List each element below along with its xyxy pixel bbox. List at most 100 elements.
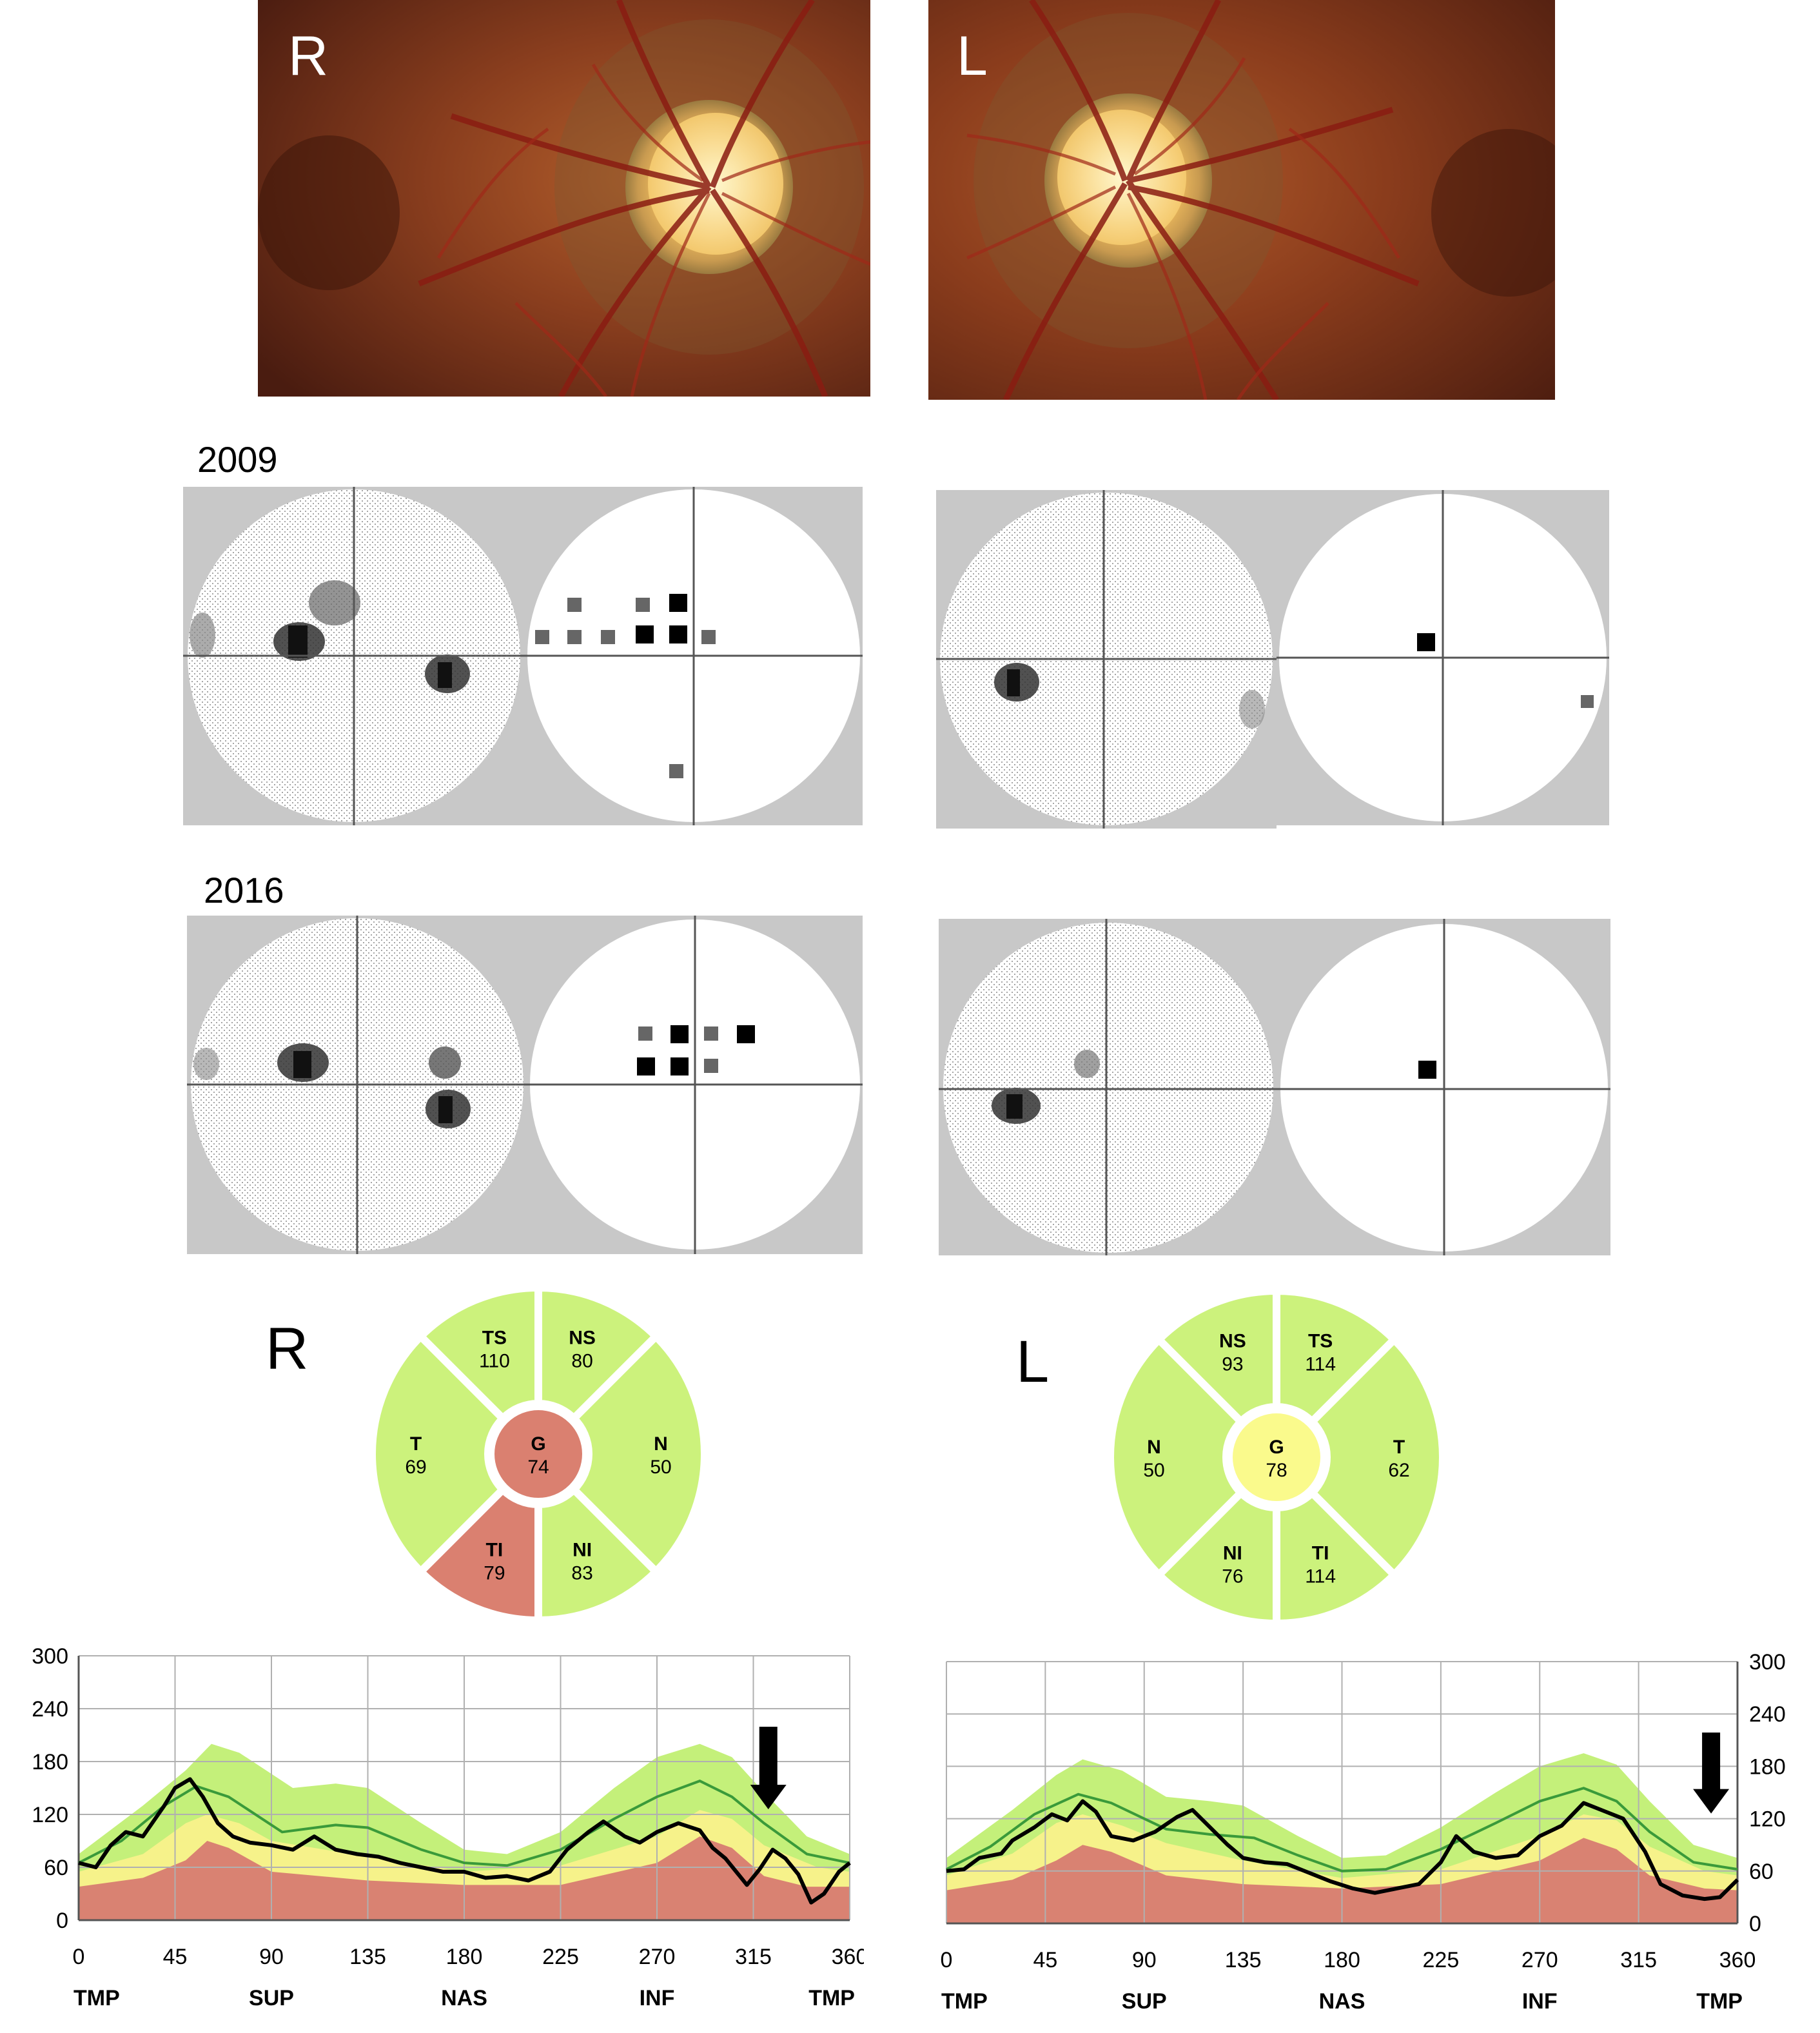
- rnfl-measurement-line: [946, 1799, 1739, 1901]
- vf-2009-right-pattern-deviation: [525, 487, 863, 825]
- sector-value-label: 69: [405, 1457, 426, 1478]
- y-tick-label: 180: [1749, 1754, 1786, 1779]
- sector-value-label: 80: [571, 1351, 592, 1372]
- x-tick-label: 315: [1620, 1948, 1657, 1972]
- x-tick-label: 135: [349, 1945, 386, 1969]
- sector-code-label: NS: [569, 1328, 596, 1349]
- vf-2016-right-pattern-deviation: [527, 916, 863, 1254]
- region-label: NAS: [441, 1986, 487, 2010]
- sector-ts: [1273, 1286, 1400, 1428]
- sector-code-label: G: [1269, 1437, 1284, 1458]
- rnfl-measurement-line: [78, 1777, 851, 1905]
- sector-ns: [534, 1283, 661, 1424]
- fundus-right-label: R: [288, 25, 329, 87]
- sector-value-label: 79: [484, 1562, 505, 1584]
- y-tick-label: 60: [44, 1856, 68, 1880]
- x-tick-label: 45: [1033, 1948, 1057, 1972]
- region-label: TMP: [73, 1986, 120, 2010]
- sector-n: [1106, 1334, 1247, 1580]
- x-tick-label: 90: [259, 1945, 284, 1969]
- sector-value-label: 62: [1388, 1460, 1409, 1481]
- y-tick-label: 0: [1749, 1912, 1761, 1936]
- sector-ni: [534, 1484, 661, 1625]
- sector-code-label: TI: [1312, 1542, 1329, 1564]
- sector-value-label: 76: [1222, 1566, 1243, 1587]
- fundus-photo-left: [928, 0, 1555, 400]
- y-tick-label: 240: [32, 1697, 68, 1722]
- region-label: TMP: [1696, 1989, 1743, 2014]
- vf-2016-left-grayscale: [939, 919, 1278, 1255]
- vf-2016-left-pattern-deviation: [1278, 919, 1610, 1255]
- sector-ti: [1273, 1487, 1400, 1628]
- x-tick-label: 360: [832, 1945, 864, 1969]
- normative-mean-line: [946, 1787, 1738, 1872]
- y-tick-label: 60: [1749, 1860, 1774, 1884]
- sector-value-label: 93: [1222, 1354, 1243, 1375]
- region-label: TMP: [941, 1989, 988, 2014]
- sector-t: [368, 1331, 509, 1577]
- sector-t: [1306, 1334, 1447, 1580]
- region-label: NAS: [1319, 1989, 1365, 2014]
- x-tick-label: 0: [73, 1945, 85, 1969]
- arrow-down-icon: [1693, 1733, 1730, 1814]
- sector-code-label: TI: [486, 1539, 504, 1560]
- sector-ti: [415, 1484, 542, 1625]
- x-tick-label: 180: [446, 1945, 483, 1969]
- sector-code-label: N: [654, 1433, 668, 1455]
- vf-2009-left-pattern-deviation: [1277, 490, 1609, 825]
- rnfl-profile-chart-right: 0 45 90 135 180 225 270 315 360 0 60 120 180 240 300 TM…: [32, 1644, 864, 2010]
- region-label: INF: [1522, 1989, 1558, 2014]
- oct-left-eye-label: L: [1016, 1329, 1050, 1395]
- sector-value-label: 50: [1143, 1460, 1164, 1481]
- sector-code-label: N: [1147, 1437, 1161, 1458]
- sector-g: [489, 1405, 587, 1503]
- sector-code-label: T: [410, 1433, 422, 1455]
- y-tick-label: 240: [1749, 1702, 1786, 1727]
- sector-code-label: NI: [1223, 1542, 1242, 1564]
- x-tick-label: 270: [1522, 1948, 1558, 1972]
- sector-value-label: 110: [479, 1351, 510, 1372]
- region-label: SUP: [249, 1986, 294, 2010]
- sector-code-label: T: [1393, 1437, 1405, 1458]
- sector-g: [1228, 1408, 1326, 1506]
- y-tick-label: 300: [1749, 1650, 1786, 1675]
- sector-value-label: 114: [1305, 1354, 1336, 1375]
- sector-code-label: TS: [1308, 1331, 1333, 1352]
- vf-2009-left-grayscale: [936, 490, 1277, 829]
- x-tick-label: 270: [639, 1945, 676, 1969]
- sector-n: [568, 1331, 709, 1577]
- sector-code-label: TS: [482, 1328, 507, 1349]
- sector-ts: [415, 1283, 542, 1424]
- sector-code-label: NS: [1219, 1331, 1246, 1352]
- sector-value-label: 114: [1305, 1566, 1336, 1587]
- fundus-left-label: L: [957, 25, 988, 87]
- sector-value-label: 83: [571, 1562, 592, 1584]
- y-tick-label: 300: [32, 1644, 68, 1669]
- year-label-2016: 2016: [204, 870, 284, 910]
- sector-value-label: 74: [527, 1457, 549, 1478]
- x-tick-label: 225: [542, 1945, 579, 1969]
- vf-2016-right-grayscale: [187, 916, 527, 1254]
- sector-ns: [1153, 1286, 1280, 1428]
- y-tick-label: 180: [32, 1750, 68, 1774]
- x-tick-label: 135: [1225, 1948, 1262, 1972]
- y-tick-label: 120: [32, 1803, 68, 1827]
- sector-value-label: 50: [650, 1457, 671, 1478]
- x-tick-label: 90: [1132, 1948, 1157, 1972]
- arrow-down-icon: [750, 1727, 787, 1809]
- y-tick-label: 0: [56, 1909, 68, 1933]
- year-label-2009: 2009: [197, 439, 278, 480]
- x-tick-label: 360: [1719, 1948, 1756, 1972]
- region-label: SUP: [1122, 1989, 1167, 2014]
- sector-code-label: NI: [572, 1539, 592, 1560]
- y-tick-label: 120: [1749, 1807, 1786, 1832]
- region-label: TMP: [808, 1986, 855, 2010]
- region-label: INF: [640, 1986, 675, 2010]
- x-tick-label: 0: [941, 1948, 953, 1972]
- x-tick-label: 315: [735, 1945, 772, 1969]
- sector-ni: [1153, 1487, 1280, 1628]
- rnfl-profile-chart-left: 0 45 90 135 180 225 270 315 360 0 60 120 180 240 300 TM…: [941, 1650, 1786, 2014]
- oct-right-eye-label: R: [266, 1316, 309, 1382]
